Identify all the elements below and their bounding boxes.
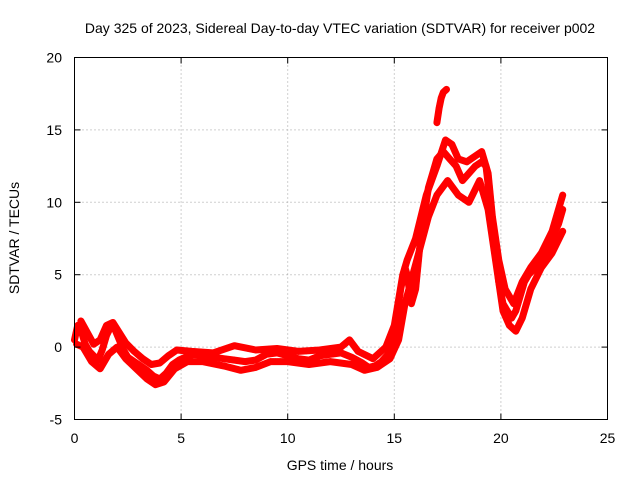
x-tick-label: 15	[387, 430, 403, 446]
y-tick-label: 15	[46, 122, 62, 138]
x-tick-labels: 0 5 10 15 20 25	[71, 430, 616, 446]
y-tick-label: 20	[46, 50, 62, 66]
x-tick-label: 0	[71, 430, 79, 446]
y-tick-label: 5	[54, 267, 62, 283]
x-tick-label: 10	[280, 430, 296, 446]
y-tick-label: 0	[54, 339, 62, 355]
data-point	[559, 228, 566, 235]
tick-marks	[74, 57, 608, 420]
grid	[74, 57, 608, 420]
data-point	[455, 155, 462, 163]
data-point	[438, 94, 445, 102]
data-point	[457, 156, 465, 163]
x-tick-label: 25	[600, 430, 616, 446]
data-point	[559, 191, 566, 199]
y-tick-label: 10	[46, 194, 62, 210]
data-point	[152, 381, 159, 388]
data-point	[155, 380, 162, 387]
x-axis-label: GPS time / hours	[287, 457, 394, 473]
x-tick-label: 20	[493, 430, 509, 446]
y-tick-labels: -5 0 5 10 15 20	[46, 50, 62, 428]
data-point	[443, 86, 450, 93]
chart-title: Day 325 of 2023, Sidereal Day-to-day VTE…	[85, 20, 595, 36]
data-point	[439, 91, 446, 99]
x-tick-label: 5	[177, 430, 185, 446]
y-axis-label: SDTVAR / TECUs	[6, 182, 22, 294]
series-layer	[71, 85, 567, 389]
plot-frame	[74, 57, 608, 420]
y-tick-label: -5	[50, 412, 63, 428]
series-lower-band	[73, 177, 567, 389]
series-spike	[433, 85, 450, 127]
data-point	[158, 379, 165, 386]
